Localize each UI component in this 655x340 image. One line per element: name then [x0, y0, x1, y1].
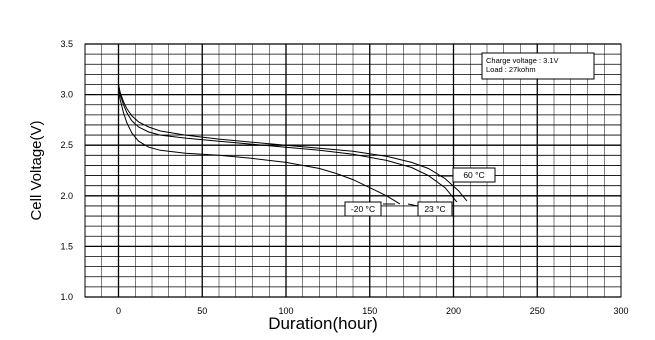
series-line — [118, 84, 468, 202]
y-tick-label: 3.5 — [60, 39, 73, 49]
series-label-box — [452, 167, 496, 183]
y-tick-label: 2.0 — [60, 191, 73, 201]
series-labels: -20 °C 23 °C 60 °C — [344, 167, 496, 217]
x-tick-label: 100 — [278, 306, 293, 316]
x-tick-label: 300 — [613, 306, 628, 316]
series-label-box — [344, 201, 382, 217]
y-tick-label: 1.0 — [60, 292, 73, 302]
series-lines — [118, 84, 468, 205]
y-tick-label: 1.5 — [60, 241, 73, 251]
annotation-box-frame — [481, 52, 595, 80]
annotation-line: Load : 27kohm — [486, 65, 536, 74]
series-line — [118, 89, 401, 205]
series-label: 60 °C — [463, 170, 484, 180]
x-tick-label: 250 — [530, 306, 545, 316]
y-tick-label: 2.5 — [60, 140, 73, 150]
tick-labels: 0 50 100 150 200 250 300 1.0 1.5 2.0 2.5 3.0 3.5 — [60, 39, 628, 316]
series-label: -20 °C — [351, 204, 375, 214]
series-label-leader — [407, 203, 419, 207]
series-line — [118, 84, 458, 203]
plot-border — [84, 43, 622, 298]
x-tick-label: 50 — [197, 306, 207, 316]
y-axis-title: Cell Voltage(V) — [28, 120, 45, 220]
x-tick-label: 150 — [362, 306, 377, 316]
x-tick-label: 200 — [446, 306, 461, 316]
grid — [84, 43, 622, 298]
y-tick-label: 3.0 — [60, 90, 73, 100]
annotation-line: Charge voltage : 3.1V — [486, 56, 559, 65]
series-label: 23 °C — [424, 204, 445, 214]
x-axis-title: Duration(hour) — [268, 314, 378, 333]
x-tick-label: 0 — [116, 306, 121, 316]
series-label-box — [417, 201, 453, 217]
